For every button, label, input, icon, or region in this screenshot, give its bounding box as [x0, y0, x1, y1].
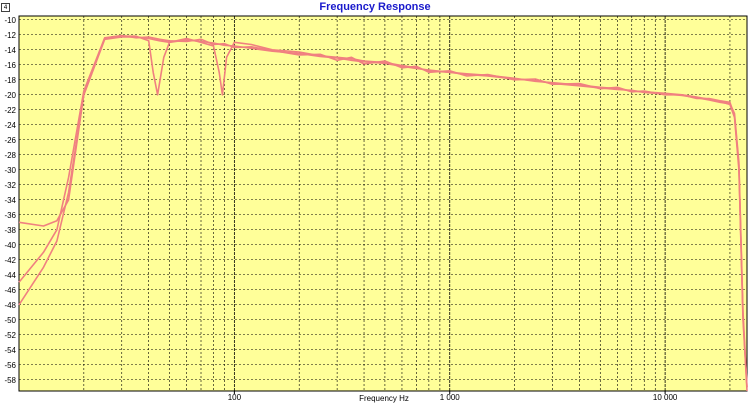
x-tick-label: 100: [228, 393, 242, 402]
y-tick-label: -58: [4, 376, 16, 385]
y-tick-label: -10: [4, 16, 16, 25]
x-axis-label: Frequency Hz: [359, 394, 409, 403]
y-tick-label: -50: [4, 316, 16, 325]
y-tick-label: -32: [4, 181, 16, 190]
corner-button[interactable]: 4: [1, 3, 10, 12]
y-tick-label: -14: [4, 46, 16, 55]
y-axis-ticks: -10 -12 -14 -16 -18 -20 -22 -24 -26 -28 -30 -32 -34 -…: [4, 16, 16, 385]
series-layer: [18, 34, 748, 392]
y-tick-label: -56: [4, 361, 16, 370]
y-tick-label: -52: [4, 331, 16, 340]
y-tick-label: -36: [4, 211, 16, 220]
y-tick-label: -24: [4, 121, 16, 130]
y-tick-label: -28: [4, 151, 16, 160]
y-tick-label: -44: [4, 271, 16, 280]
y-tick-label: -30: [4, 166, 16, 175]
y-tick-label: -48: [4, 301, 16, 310]
y-tick-label: -18: [4, 76, 16, 85]
y-tick-label: -20: [4, 91, 16, 100]
y-tick-label: -46: [4, 286, 16, 295]
x-tick-label: 10 000: [653, 393, 678, 402]
y-tick-label: -40: [4, 241, 16, 250]
y-tick-label: -22: [4, 106, 16, 115]
series-line-3: [18, 34, 748, 392]
grid-lines: [19, 16, 747, 391]
y-tick-label: -34: [4, 196, 16, 205]
y-tick-label: -38: [4, 226, 16, 235]
y-tick-label: -42: [4, 256, 16, 265]
y-tick-label: -12: [4, 31, 16, 40]
x-axis-ticks: 100 1 000 10 000: [228, 391, 678, 402]
y-tick-label: -54: [4, 346, 16, 355]
plot-area: [18, 15, 748, 392]
y-tick-label: -26: [4, 136, 16, 145]
chart-title: Frequency Response: [319, 1, 431, 13]
x-tick-label: 1 000: [440, 393, 461, 402]
y-tick-label: -16: [4, 61, 16, 70]
